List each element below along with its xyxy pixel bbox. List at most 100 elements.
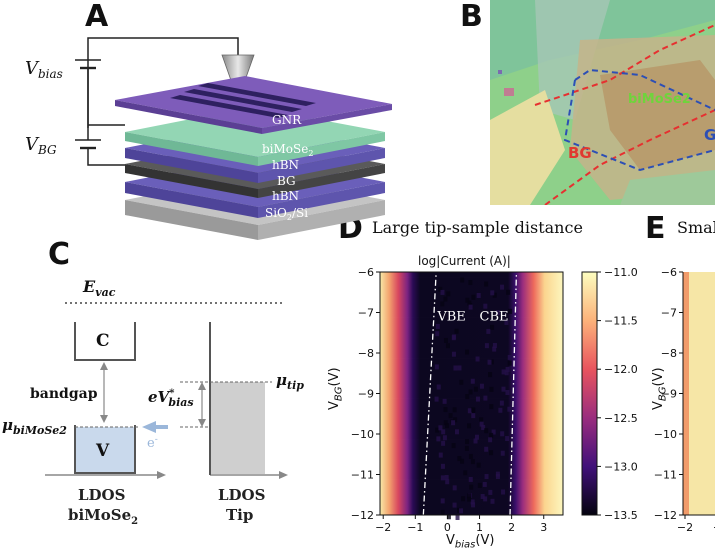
heatmap-row [380, 509, 563, 516]
heatmap-noise-cell [448, 413, 453, 419]
panel-e-y-tick-label: −7 [661, 307, 677, 320]
panel-d-xlabel: Vbias(V) [446, 533, 494, 550]
heatmap-noise-cell [489, 359, 494, 365]
heatmap-noise-cell [489, 450, 494, 456]
heatmap-noise-cell [483, 496, 488, 502]
heatmap-noise-cell [475, 396, 480, 402]
mu-bimose-label: μbiMoSe2 [2, 416, 67, 437]
heatmap-row [380, 277, 563, 283]
ldos-tip-label: LDOS [218, 486, 265, 504]
heatmap-noise-cell [457, 456, 462, 462]
heatmap-noise-cell [438, 286, 443, 292]
heatmap-noise-cell [484, 474, 489, 480]
heatmap-noise-cell [490, 290, 495, 296]
colorbar-tick-label: −11.5 [604, 315, 638, 328]
colorbar-tick-label: −12.5 [604, 412, 638, 425]
x-tick-label: 1 [476, 521, 483, 534]
band-diagram: Evac C bandgap V μbiMoSe2 e- eV* bias μti… [2, 277, 304, 527]
vbg-label: VBG [25, 134, 57, 157]
heatmap-noise-cell [487, 359, 492, 365]
heatmap-row [380, 464, 563, 470]
heatmap-noise-cell [440, 475, 445, 481]
heatmap-row [380, 272, 563, 278]
label-bimose: biMoSe2 [628, 92, 691, 107]
heatmap-noise-cell [471, 294, 476, 300]
heatmap-noise-cell [505, 389, 510, 395]
heatmap-noise-cell [501, 489, 506, 495]
heatmap-row [380, 418, 563, 425]
colorbar-tick-label: −11.0 [604, 266, 638, 279]
x-tick-label: −2 [375, 521, 391, 534]
panel-letter-e: E [645, 211, 666, 246]
heatmap-noise-cell [492, 343, 497, 349]
heatmap-noise-cell [467, 408, 472, 414]
heatmap-noise-cell [467, 493, 472, 499]
heatmap-chart: VBE CBE −6−7−8−9−10−11−12−2 −1 0 1 2 3 −11.0−1… [351, 266, 638, 534]
x-tick-label: 0 [444, 521, 451, 534]
heatmap-noise-cell [501, 386, 506, 392]
y-tick-label: −9 [358, 388, 374, 401]
heatmap-noise-cell [435, 331, 440, 337]
heatmap-row [380, 358, 563, 364]
heatmap-row [380, 317, 563, 324]
heatmap-noise-cell [434, 396, 439, 402]
panel-d-ylabel: VBG(V) [327, 367, 345, 410]
heatmap-noise-cell [467, 423, 472, 429]
label-g: G [704, 126, 715, 144]
heatmap-noise-cell [435, 427, 440, 433]
layer-label-bg: BG [277, 174, 296, 188]
heatmap-noise-cell [480, 494, 485, 500]
layer-label-hbn-top: hBN [272, 158, 299, 172]
heatmap-noise-cell [505, 436, 510, 442]
heatmap-noise-cell [445, 423, 450, 429]
panel-e-y-tick-label: −8 [661, 347, 677, 360]
heatmap-row [380, 347, 563, 354]
heatmap-noise-cell [468, 280, 473, 286]
heatmap-row [380, 449, 563, 455]
heatmap-noise-cell [507, 354, 512, 360]
heatmap-row [380, 332, 563, 339]
panel-e-y-tick-label: −10 [654, 428, 677, 441]
pe-ylabel-main: V [651, 401, 666, 410]
heatmap-noise-cell [504, 319, 509, 325]
heatmap-noise-cell [465, 439, 470, 445]
heatmap-row [380, 322, 563, 329]
heatmap-noise-cell [475, 356, 480, 362]
heatmap-noise-cell [470, 459, 475, 465]
heatmap-noise-cell [484, 281, 489, 287]
x-tick-label: 2 [508, 521, 515, 534]
heatmap-noise-cell [465, 349, 470, 355]
annotation-cbe: CBE [480, 310, 509, 325]
heatmap-noise-cell [451, 351, 456, 357]
heatmap-noise-cell [483, 303, 488, 309]
heatmap-noise-cell [476, 292, 481, 298]
heatmap-noise-cell [451, 420, 456, 426]
heatmap-noise-cell [471, 413, 476, 419]
heatmap-row [380, 423, 563, 430]
evac-label: Evac [82, 277, 116, 299]
heatmap-noise-cell [455, 514, 460, 520]
heatmap-row [380, 383, 563, 389]
pe-ylabel-suffix: (V) [651, 367, 666, 387]
band-edge-cbe [509, 271, 518, 516]
y-tick-label: −12 [351, 509, 374, 522]
heatmap-noise-cell [499, 400, 504, 406]
heatmap-noise-cell [492, 292, 497, 298]
heatmap-noise-cell [460, 277, 465, 283]
heatmap-row [380, 363, 563, 369]
heatmap-noise-cell [484, 428, 489, 434]
heatmap-row [380, 342, 563, 349]
heatmap-noise-cell [468, 453, 473, 459]
panel-e-y-tick-label: −6 [661, 266, 677, 279]
heatmap-noise-cell [507, 406, 512, 412]
heatmap-noise-cell [484, 446, 489, 452]
heatmap-noise-cell [452, 502, 457, 508]
heatmap-noise-cell [482, 481, 487, 487]
heatmap-noise-cell [465, 394, 470, 400]
heatmap-noise-cell [506, 289, 511, 295]
heatmap-row [380, 327, 563, 334]
heatmap-noise-cell [443, 420, 448, 426]
heatmap-noise-cell [443, 407, 448, 413]
heatmap-noise-cell [441, 429, 446, 435]
c-band-label: C [96, 331, 110, 351]
